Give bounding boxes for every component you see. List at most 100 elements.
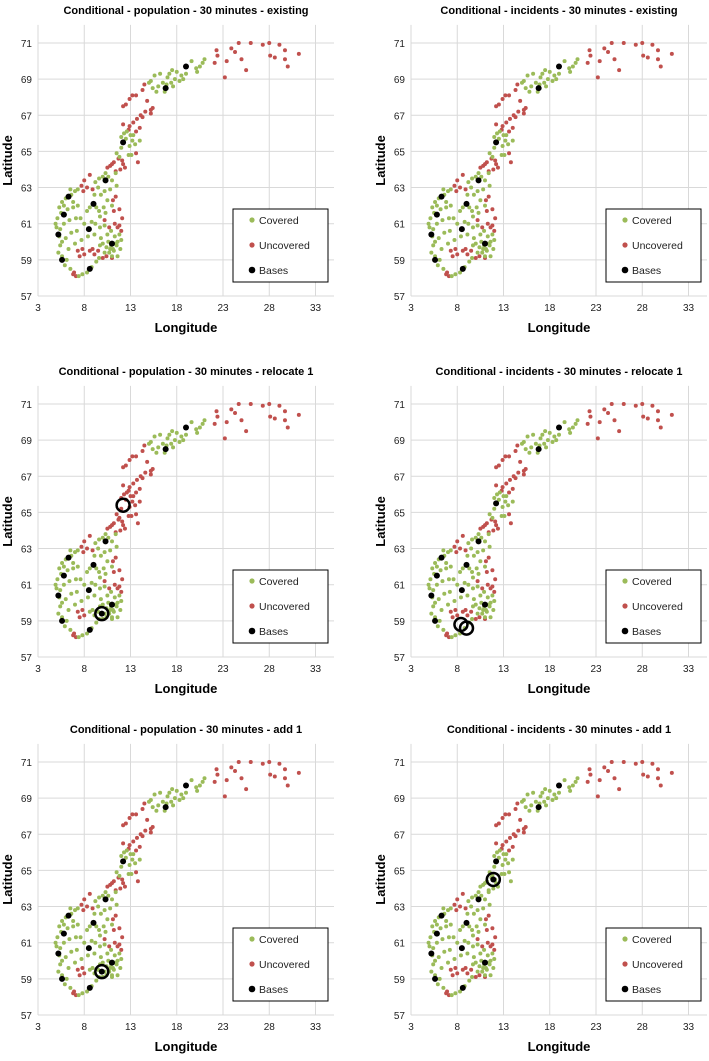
covered-point — [170, 429, 175, 434]
uncovered-point — [119, 947, 124, 952]
uncovered-point — [585, 779, 590, 784]
covered-point — [448, 187, 453, 192]
covered-point — [552, 434, 557, 439]
uncovered-point — [134, 512, 139, 517]
uncovered-point — [588, 772, 593, 777]
covered-point — [102, 584, 107, 589]
uncovered-point — [444, 272, 449, 277]
covered-point — [488, 239, 493, 244]
uncovered-point — [458, 185, 463, 190]
uncovered-point — [102, 579, 107, 584]
covered-point — [200, 779, 205, 784]
y-tick-label: 57 — [394, 653, 406, 664]
covered-point — [473, 535, 478, 540]
covered-point — [85, 953, 90, 958]
uncovered-point — [87, 533, 92, 538]
uncovered-point — [117, 568, 122, 573]
covered-point — [79, 598, 84, 603]
covered-point — [100, 535, 105, 540]
uncovered-point — [90, 246, 95, 251]
y-tick-label: 61 — [394, 939, 406, 950]
y-tick-label: 69 — [21, 794, 33, 805]
covered-point — [478, 884, 483, 889]
base-point — [86, 265, 93, 272]
x-axis-label: Longitude — [155, 681, 218, 696]
covered-point — [547, 69, 552, 74]
uncovered-point — [513, 115, 518, 120]
covered-point — [467, 978, 472, 983]
covered-point — [54, 586, 59, 591]
base-point — [433, 572, 440, 579]
covered-point — [441, 906, 446, 911]
covered-point — [96, 185, 101, 190]
uncovered-point — [239, 776, 244, 781]
covered-point — [118, 607, 123, 612]
x-tick-label: 13 — [498, 1022, 510, 1033]
uncovered-point — [81, 908, 86, 913]
uncovered-point — [137, 125, 142, 130]
covered-point — [97, 225, 102, 230]
covered-point — [470, 575, 475, 580]
legend-marker-covered — [249, 936, 255, 942]
uncovered-point — [277, 761, 282, 766]
covered-point — [428, 935, 433, 940]
uncovered-point — [633, 403, 638, 408]
uncovered-point — [117, 207, 122, 212]
covered-point — [523, 86, 528, 91]
uncovered-point — [486, 194, 491, 199]
uncovered-point — [453, 965, 458, 970]
covered-point — [82, 940, 87, 945]
covered-point — [483, 539, 487, 544]
uncovered-point — [458, 546, 463, 551]
covered-point — [434, 922, 439, 927]
uncovered-point — [272, 774, 277, 779]
covered-point — [97, 928, 102, 933]
covered-point — [490, 951, 495, 956]
covered-point — [56, 250, 61, 255]
uncovered-point — [296, 51, 301, 56]
base-point — [438, 193, 445, 200]
covered-point — [542, 799, 547, 804]
covered-point — [540, 432, 545, 437]
uncovered-point — [102, 218, 107, 223]
uncovered-point — [212, 421, 217, 426]
base-point — [183, 63, 189, 70]
uncovered-point — [645, 416, 650, 421]
uncovered-point — [113, 555, 118, 560]
uncovered-point — [521, 472, 526, 477]
uncovered-point — [224, 59, 229, 64]
covered-point — [439, 607, 444, 612]
legend-label: Uncovered — [632, 240, 683, 252]
covered-point — [543, 787, 548, 792]
uncovered-point — [267, 402, 272, 406]
uncovered-point — [513, 806, 518, 811]
covered-point — [98, 236, 103, 241]
covered-point — [165, 794, 170, 799]
covered-point — [439, 965, 444, 970]
covered-point — [475, 223, 480, 228]
covered-point — [80, 991, 85, 996]
base-point — [535, 85, 542, 92]
covered-point — [510, 138, 515, 143]
covered-point — [487, 151, 492, 156]
covered-point — [110, 617, 114, 622]
chart-panel-2: Conditional - incidents - 30 minutes - e… — [354, 0, 708, 345]
covered-point — [150, 447, 155, 452]
covered-point — [126, 153, 131, 158]
covered-point — [85, 209, 90, 214]
base-point — [475, 538, 482, 545]
uncovered-point — [110, 162, 114, 167]
covered-point — [471, 553, 476, 558]
covered-point — [492, 495, 497, 500]
x-tick-label: 8 — [454, 1022, 460, 1033]
covered-point — [78, 216, 83, 221]
uncovered-point — [609, 760, 614, 764]
covered-point — [60, 958, 65, 963]
covered-point — [479, 893, 484, 898]
covered-point — [470, 975, 475, 980]
uncovered-point — [507, 454, 512, 459]
legend-marker-uncovered — [249, 603, 255, 609]
covered-point — [61, 922, 66, 927]
x-tick-label: 23 — [217, 1022, 229, 1033]
uncovered-point — [282, 776, 287, 781]
